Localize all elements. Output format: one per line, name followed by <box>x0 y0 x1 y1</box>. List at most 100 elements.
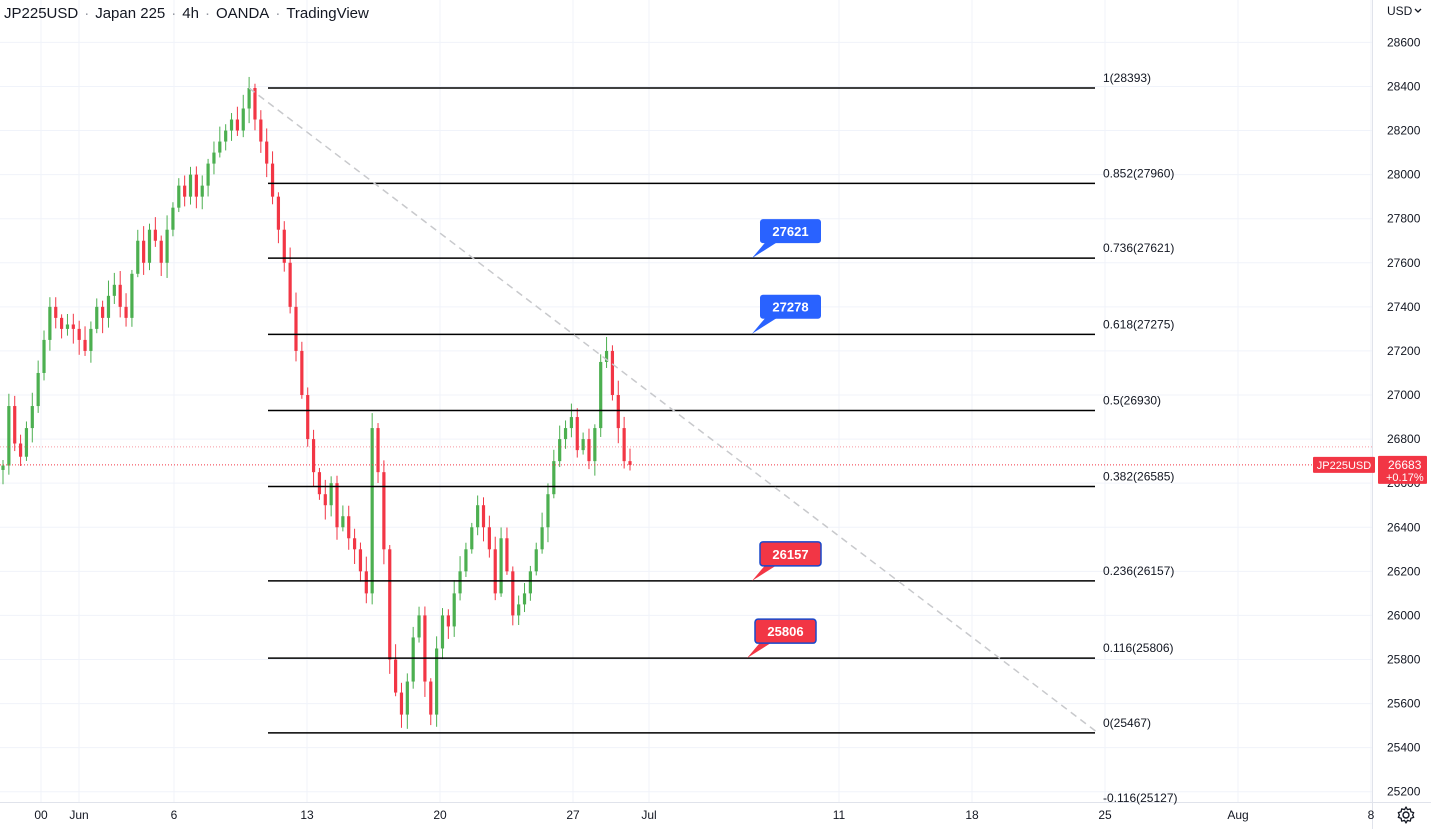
candle-body <box>153 229 157 241</box>
candle-body <box>522 593 527 605</box>
candle-body <box>505 538 509 572</box>
candle-body <box>89 328 93 351</box>
trend-line-dashed[interactable] <box>248 87 1099 734</box>
price-tick-label: 28400 <box>1387 79 1421 93</box>
candle-body <box>235 119 239 131</box>
interval-label[interactable]: 4h <box>182 5 199 22</box>
candle-body <box>499 538 503 594</box>
fib-level-label: 0.618(27275) <box>1103 317 1174 331</box>
callout-box[interactable] <box>760 294 821 319</box>
candle-body <box>83 339 87 351</box>
fib-level-label: 1(28393) <box>1103 71 1151 85</box>
candle-body <box>183 185 187 197</box>
time-tick-label: 00 <box>34 808 48 822</box>
platform-label: TradingView <box>286 5 369 22</box>
price-tick-label: 27800 <box>1387 212 1421 226</box>
fib-level-label: -0.116(25127) <box>1103 791 1178 805</box>
candle-body <box>265 141 269 164</box>
chart-settings-button[interactable] <box>1396 805 1416 825</box>
callout-box[interactable] <box>754 618 817 644</box>
currency-selector[interactable]: USD <box>1387 4 1422 18</box>
candle-body <box>470 527 474 550</box>
current-price-value: 26683 <box>1388 458 1422 472</box>
callout-box[interactable] <box>760 219 821 244</box>
candle-body <box>24 428 29 457</box>
candle-body <box>229 119 234 131</box>
time-tick-label: 6 <box>171 808 178 822</box>
symbol-price-tag-label: JP225USD <box>1317 460 1371 472</box>
candle-body <box>188 174 193 197</box>
candle-body <box>511 571 515 616</box>
candle-body <box>376 428 380 473</box>
candle-body <box>399 692 404 715</box>
time-tick-label: 27 <box>566 808 580 822</box>
price-tick-label: 25600 <box>1387 697 1421 711</box>
candle-body <box>1 465 5 470</box>
fib-level-label: 0.5(26930) <box>1103 393 1161 407</box>
candle-body <box>101 306 105 318</box>
candle-body <box>329 483 333 506</box>
candle-body <box>130 273 134 318</box>
candle-body <box>628 461 632 465</box>
candle-body <box>323 494 327 506</box>
callout-label: 25806 <box>767 624 803 639</box>
candle-body <box>616 395 620 429</box>
candle-body <box>604 350 609 362</box>
candle-body <box>464 549 468 572</box>
current-price-tag <box>1378 455 1427 484</box>
callout-box[interactable] <box>759 541 822 567</box>
candle-body <box>247 88 251 109</box>
time-tick-label: 13 <box>300 808 314 822</box>
time-tick-label: 18 <box>965 808 979 822</box>
currency-label: USD <box>1387 4 1413 18</box>
candle-body <box>124 306 128 318</box>
candle-body <box>487 527 491 550</box>
candle-body <box>364 571 368 594</box>
fib-level-label: 0.852(27960) <box>1103 166 1174 180</box>
candle-body <box>306 395 310 440</box>
candle-body <box>95 306 99 329</box>
candle-body <box>382 472 386 550</box>
time-tick-label: 25 <box>1098 808 1112 822</box>
candle-body <box>206 163 210 186</box>
candle-body <box>593 428 597 462</box>
candle-body <box>458 571 462 594</box>
candle-body <box>610 350 615 396</box>
price-tick-label: 25800 <box>1387 652 1421 666</box>
price-tick-label: 26800 <box>1387 432 1421 446</box>
time-tick-label: Jun <box>69 808 88 822</box>
price-tick-label: 26200 <box>1387 564 1421 578</box>
candle-body <box>18 443 23 457</box>
candle-body <box>300 350 304 396</box>
candle-body <box>411 637 415 682</box>
candle-body <box>270 163 275 197</box>
candle-body <box>388 549 392 660</box>
candle-body <box>42 339 46 373</box>
price-tick-label: 26000 <box>1387 608 1421 622</box>
candle-body <box>435 648 439 715</box>
candle-body <box>136 240 140 274</box>
candle-body <box>481 505 486 528</box>
instrument-name: Japan 225 <box>95 5 166 22</box>
candle-body <box>417 615 421 638</box>
price-tick-label: 26400 <box>1387 520 1421 534</box>
candle-body <box>253 88 257 120</box>
candle-body <box>48 306 52 340</box>
candle-body <box>7 406 11 466</box>
candle-body <box>218 141 222 153</box>
time-tick-label: 8 <box>1368 808 1375 822</box>
candle-body <box>194 174 198 197</box>
candle-body <box>569 417 574 429</box>
candle-body <box>335 483 339 528</box>
candle-body <box>71 324 75 329</box>
current-price-change: +0.17% <box>1386 472 1424 484</box>
candle-body <box>77 328 81 340</box>
candle-body <box>517 604 521 616</box>
candle-body <box>142 240 146 263</box>
price-tick-label: 28200 <box>1387 124 1421 138</box>
candle-body <box>347 516 351 539</box>
symbol-name[interactable]: JP225USD <box>4 5 79 22</box>
callout-label: 26157 <box>772 547 808 562</box>
